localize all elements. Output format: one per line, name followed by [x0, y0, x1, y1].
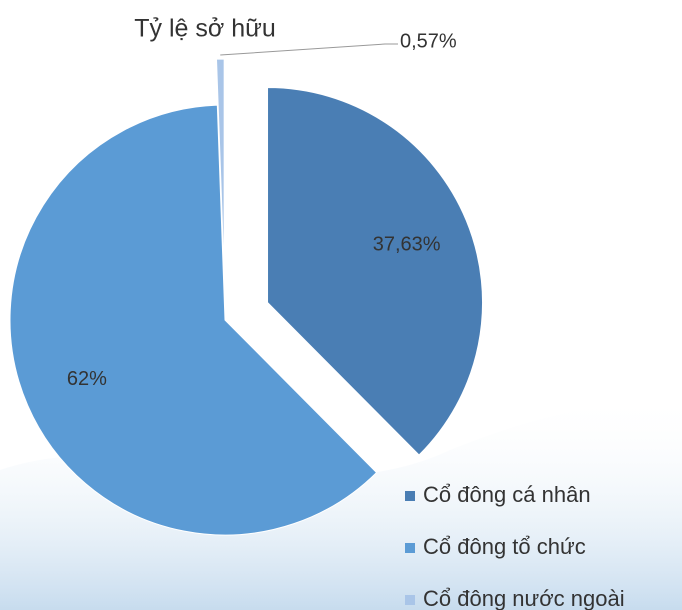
- data-label: 62%: [67, 368, 107, 390]
- legend-label: Cổ đông nước ngoài: [423, 586, 625, 610]
- chart-title: Tỷ lệ sở hữu: [134, 15, 276, 43]
- data-label: 0,57%: [400, 30, 457, 52]
- legend-swatch: [405, 543, 415, 553]
- chart: Tỷ lệ sở hữu 37,63% 62% 0,57% Cổ đông cá nh…: [0, 0, 682, 610]
- legend-label: Cổ đông tổ chức: [423, 534, 586, 559]
- data-label: 37,63%: [373, 233, 441, 255]
- legend-label: Cổ đông cá nhân: [423, 482, 591, 507]
- legend-swatch: [405, 491, 415, 501]
- legend-swatch: [405, 595, 415, 605]
